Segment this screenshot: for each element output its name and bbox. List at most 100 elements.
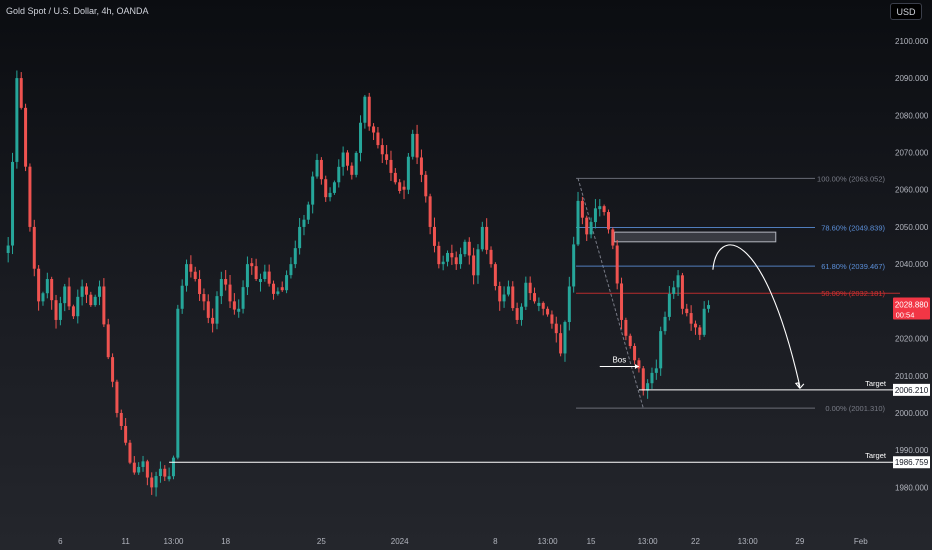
- candle-body: [646, 383, 650, 391]
- candle-body: [228, 284, 232, 302]
- candle: [45, 272, 49, 299]
- candle-body: [54, 300, 58, 320]
- candle-body: [450, 252, 454, 258]
- currency-button[interactable]: USD: [890, 3, 922, 20]
- bos-arrowhead: [634, 363, 639, 369]
- candle: [189, 255, 193, 278]
- candle: [437, 241, 441, 269]
- fib-100-label: 100.00% (2063.052): [817, 174, 885, 183]
- candle-body: [567, 286, 571, 323]
- candle: [285, 270, 289, 294]
- candle-body: [650, 372, 654, 384]
- candle-body: [132, 462, 136, 473]
- candle-body: [89, 294, 93, 306]
- candle-body: [302, 219, 306, 227]
- candle-body: [50, 279, 54, 301]
- candle-body: [641, 368, 645, 391]
- candle-body: [245, 264, 249, 288]
- candle: [163, 465, 167, 482]
- candle: [389, 150, 393, 181]
- candle: [441, 255, 445, 271]
- candle-body: [667, 293, 671, 317]
- candle-body: [563, 322, 567, 354]
- candle: [546, 306, 550, 317]
- candle-body: [145, 461, 149, 478]
- candle-body: [559, 333, 563, 354]
- candle: [206, 294, 210, 324]
- candle-body: [306, 204, 310, 220]
- candle-body: [506, 286, 510, 295]
- candle-body: [63, 286, 67, 304]
- candle: [337, 159, 341, 188]
- candle: [19, 72, 23, 110]
- candle-body: [519, 306, 523, 320]
- current-price-value: 2028.880: [895, 301, 929, 310]
- candle-body: [115, 381, 119, 413]
- candle-body: [32, 226, 36, 269]
- candle: [137, 462, 141, 475]
- y-tick-label: 2080.000: [895, 111, 929, 120]
- projection-arrowhead: [794, 382, 805, 389]
- y-tick-label: 2100.000: [895, 37, 929, 46]
- y-tick-label: 2060.000: [895, 186, 929, 195]
- candle: [450, 244, 454, 265]
- candle-body: [441, 261, 445, 265]
- candle: [254, 258, 258, 281]
- candle: [689, 305, 693, 331]
- candle-body: [676, 275, 680, 288]
- candle: [446, 250, 450, 267]
- candle-body: [628, 335, 632, 346]
- candle: [302, 214, 306, 236]
- candle: [119, 409, 123, 430]
- candle-body: [202, 294, 206, 302]
- candle-body: [411, 133, 415, 157]
- candle: [359, 115, 363, 162]
- candle-body: [419, 157, 423, 175]
- candle: [402, 180, 406, 200]
- candle-body: [572, 244, 576, 287]
- candle: [124, 418, 128, 446]
- candle-body: [354, 152, 358, 175]
- candle-body: [250, 263, 254, 267]
- y-tick-label: 2070.000: [895, 149, 929, 158]
- candle-body: [337, 166, 341, 183]
- candle-body: [19, 78, 23, 108]
- candle: [145, 459, 149, 486]
- candle: [676, 270, 680, 296]
- candle-body: [119, 412, 123, 426]
- y-tick-label: 1990.000: [895, 446, 929, 455]
- target-label: Target: [865, 379, 887, 388]
- candle: [141, 455, 145, 472]
- target-price-tag-bg: [893, 383, 930, 396]
- candle: [93, 294, 97, 307]
- candle-body: [189, 264, 193, 272]
- candle: [171, 455, 175, 480]
- candle: [289, 257, 293, 279]
- candle-body: [593, 208, 597, 223]
- candle-body: [707, 305, 711, 309]
- candle: [315, 153, 319, 179]
- candle-body: [437, 245, 441, 265]
- candle-body: [685, 308, 689, 314]
- candle-body: [372, 126, 376, 133]
- candle: [102, 278, 106, 328]
- candle-body: [537, 302, 541, 306]
- x-tick-label: 15: [587, 537, 596, 546]
- candle-body: [659, 331, 663, 369]
- target-price-tag-bg: [893, 456, 930, 469]
- candle: [350, 162, 354, 180]
- candle: [50, 276, 54, 310]
- candle: [311, 171, 315, 214]
- candle-body: [206, 301, 210, 318]
- candle: [432, 217, 436, 253]
- candle: [572, 236, 576, 293]
- candle: [106, 318, 110, 360]
- candle-body: [124, 425, 128, 443]
- candle-body: [550, 314, 554, 324]
- candle: [345, 150, 349, 171]
- candle: [559, 324, 563, 357]
- candle: [598, 199, 602, 217]
- candle-body: [546, 308, 550, 315]
